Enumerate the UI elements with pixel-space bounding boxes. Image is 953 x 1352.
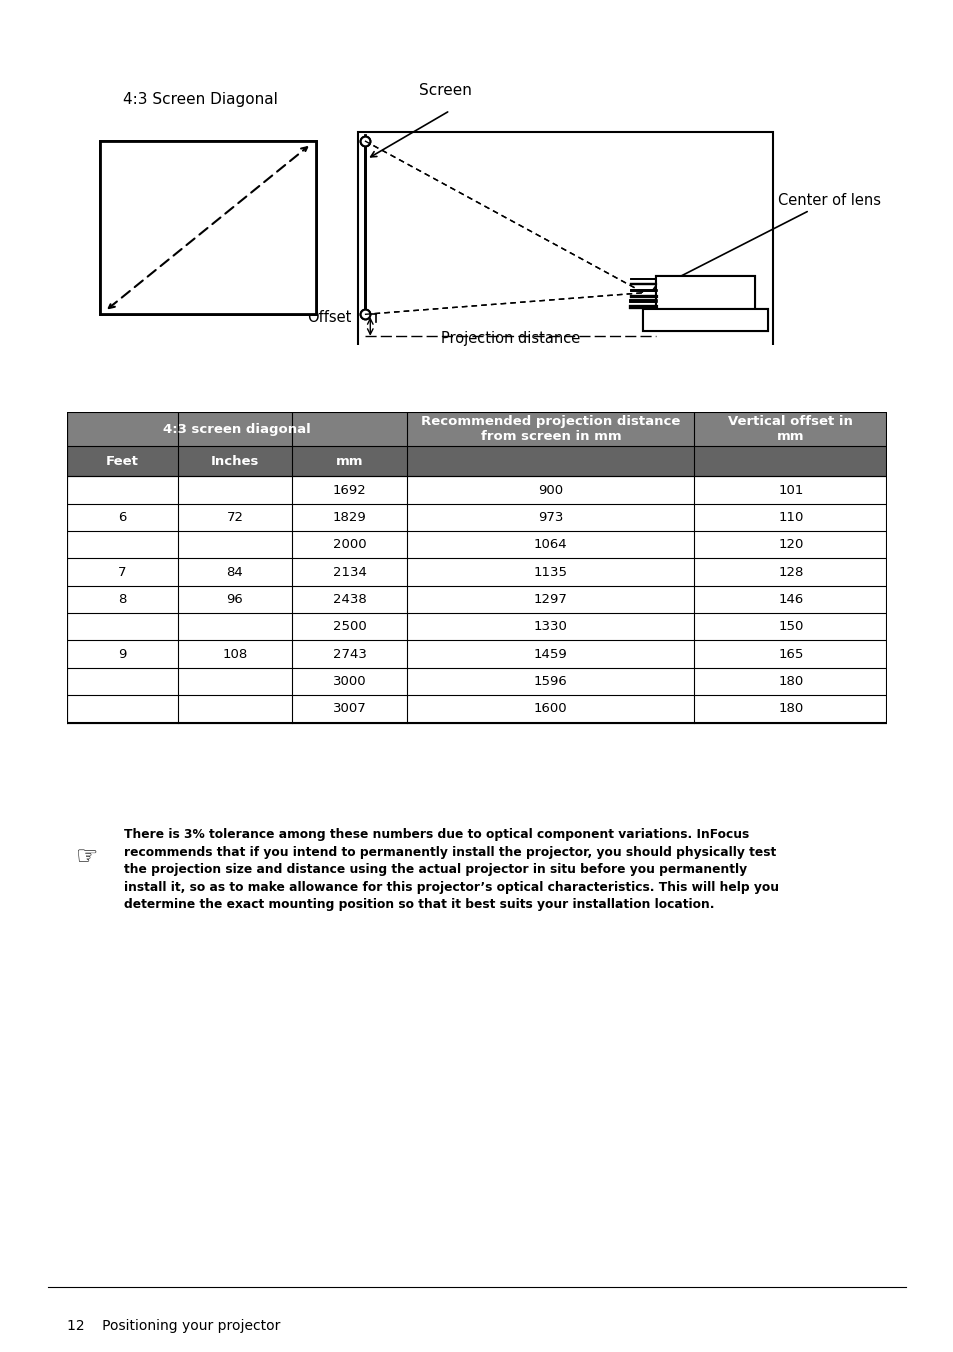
Text: Feet: Feet xyxy=(106,454,138,468)
Text: 180: 180 xyxy=(778,675,802,688)
Text: 128: 128 xyxy=(778,565,802,579)
Text: 108: 108 xyxy=(222,648,248,661)
Text: 12    Positioning your projector: 12 Positioning your projector xyxy=(67,1320,280,1333)
Text: 7: 7 xyxy=(118,565,127,579)
Bar xyxy=(357,131,772,354)
Text: 2500: 2500 xyxy=(333,621,366,633)
Text: mm: mm xyxy=(335,454,363,468)
Bar xyxy=(67,641,886,668)
Bar xyxy=(694,412,886,446)
Text: 1459: 1459 xyxy=(534,648,567,661)
Bar xyxy=(67,504,886,531)
Text: 9: 9 xyxy=(118,648,126,661)
Text: 1135: 1135 xyxy=(534,565,567,579)
Text: 110: 110 xyxy=(778,511,802,523)
Text: 3007: 3007 xyxy=(333,702,366,715)
Text: 1600: 1600 xyxy=(534,702,567,715)
Text: 1297: 1297 xyxy=(534,594,567,606)
Text: 96: 96 xyxy=(227,594,243,606)
Bar xyxy=(656,276,754,310)
Text: 2000: 2000 xyxy=(333,538,366,552)
Text: 1064: 1064 xyxy=(534,538,567,552)
Text: 146: 146 xyxy=(778,594,802,606)
Text: 4:3 screen diagonal: 4:3 screen diagonal xyxy=(163,423,311,435)
Text: 6: 6 xyxy=(118,511,126,523)
Text: 2134: 2134 xyxy=(333,565,366,579)
Text: 1692: 1692 xyxy=(333,484,366,496)
Text: Recommended projection distance
from screen in mm: Recommended projection distance from scr… xyxy=(420,415,679,443)
Bar xyxy=(177,446,292,476)
Bar xyxy=(67,558,886,585)
Bar xyxy=(694,446,886,476)
Bar xyxy=(67,476,886,504)
Text: 101: 101 xyxy=(778,484,802,496)
Text: 120: 120 xyxy=(778,538,802,552)
Text: 900: 900 xyxy=(537,484,563,496)
Bar xyxy=(407,446,694,476)
Text: Screen: Screen xyxy=(418,84,471,99)
Text: 1829: 1829 xyxy=(333,511,366,523)
Text: 4:3 Screen Diagonal: 4:3 Screen Diagonal xyxy=(123,92,277,108)
Text: 8: 8 xyxy=(118,594,126,606)
Text: Projection distance: Projection distance xyxy=(440,331,579,346)
Text: 150: 150 xyxy=(778,621,802,633)
Bar xyxy=(67,446,177,476)
Bar xyxy=(642,310,768,331)
Bar xyxy=(67,585,886,612)
Bar xyxy=(407,412,694,446)
Bar xyxy=(67,531,886,558)
Text: 1330: 1330 xyxy=(534,621,567,633)
Text: There is 3% tolerance among these numbers due to optical component variations. I: There is 3% tolerance among these number… xyxy=(124,827,779,911)
Text: 2743: 2743 xyxy=(333,648,366,661)
Text: 973: 973 xyxy=(537,511,563,523)
Text: 1596: 1596 xyxy=(534,675,567,688)
Text: 2438: 2438 xyxy=(333,594,366,606)
Text: Center of lens: Center of lens xyxy=(652,192,881,291)
Bar xyxy=(292,446,407,476)
Bar xyxy=(67,412,407,446)
Bar xyxy=(67,612,886,641)
Bar xyxy=(100,141,315,314)
Text: Offset: Offset xyxy=(307,310,351,324)
Text: Vertical offset in
mm: Vertical offset in mm xyxy=(728,415,852,443)
Bar xyxy=(67,695,886,722)
Bar xyxy=(656,276,754,310)
Text: 180: 180 xyxy=(778,702,802,715)
Bar xyxy=(100,141,315,314)
Bar xyxy=(642,310,768,331)
Text: ☞: ☞ xyxy=(76,845,98,869)
Text: 84: 84 xyxy=(227,565,243,579)
Text: 3000: 3000 xyxy=(333,675,366,688)
Text: Inches: Inches xyxy=(211,454,259,468)
Text: 165: 165 xyxy=(778,648,802,661)
Bar xyxy=(67,668,886,695)
Text: 72: 72 xyxy=(226,511,243,523)
